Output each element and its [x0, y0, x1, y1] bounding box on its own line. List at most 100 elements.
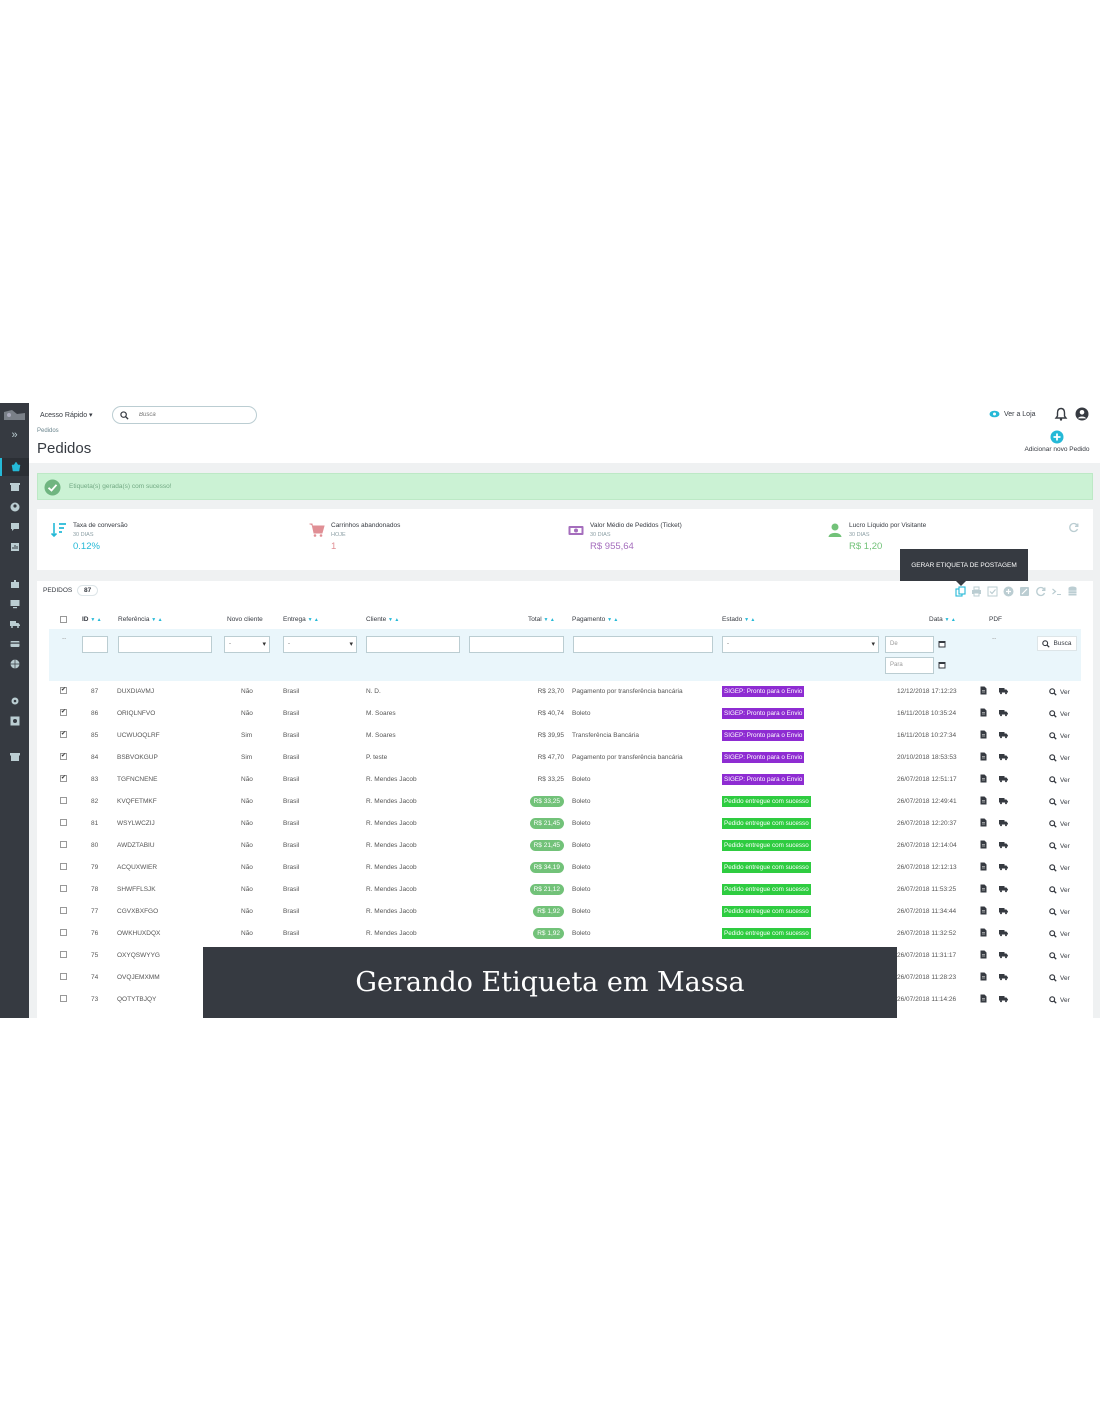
filter-date-to[interactable]: Para	[885, 657, 934, 674]
view-order-button[interactable]: Ver	[1049, 996, 1070, 1004]
advanced-nav-icon[interactable]	[0, 712, 29, 730]
breadcrumb[interactable]: Pedidos	[37, 428, 59, 434]
row-checkbox[interactable]	[60, 907, 67, 914]
row-checkbox[interactable]: ✔	[60, 753, 67, 760]
orders-nav-icon[interactable]	[0, 458, 29, 476]
filter-payment-input[interactable]	[573, 636, 713, 653]
calendar-icon[interactable]	[938, 661, 946, 669]
user-icon[interactable]	[1075, 407, 1089, 421]
filter-search-button[interactable]: Busca	[1037, 636, 1077, 651]
add-circle-icon[interactable]	[1003, 586, 1014, 597]
table-row[interactable]: 76 OWKHUXDQX Não Brasil R. Mendes Jacob R$ 1,…	[49, 923, 1081, 945]
view-order-button[interactable]: Ver	[1049, 930, 1070, 938]
invoice-pdf-icon[interactable]	[979, 862, 988, 871]
view-order-button[interactable]: Ver	[1049, 710, 1070, 718]
col-state[interactable]: Estado ▼ ▲	[722, 616, 755, 623]
table-row[interactable]: 73 QOTYTBJQY 26/07/2018 11:14:26 Ver	[49, 989, 1081, 1011]
order-state-badge[interactable]: Pedido entregue com sucesso	[722, 906, 811, 917]
filter-state-select[interactable]: -	[722, 636, 879, 653]
row-checkbox[interactable]	[60, 797, 67, 804]
table-row[interactable]: ✔ 87 DUXDIAVMJ Não Brasil N. D. R$ 23,70 Pagame…	[49, 681, 1081, 703]
delivery-slip-truck-icon[interactable]	[999, 950, 1008, 959]
col-id[interactable]: ID ▼ ▲	[82, 616, 102, 623]
row-checkbox[interactable]	[60, 841, 67, 848]
customers-nav-icon[interactable]	[0, 498, 29, 516]
order-state-badge[interactable]: Pedido entregue com sucesso	[722, 884, 811, 895]
table-row[interactable]: ✔ 86 ORIQLNFVO Não Brasil M. Soares R$ 40,74 Bo…	[49, 703, 1081, 725]
table-row[interactable]: 82 KVQFETMKF Não Brasil R. Mendes Jacob R$ 33…	[49, 791, 1081, 813]
table-row[interactable]: ✔ 84 BSBVOKGUP Sim Brasil P. teste R$ 47,70 Pag…	[49, 747, 1081, 769]
table-row[interactable]: 77 CGVXBXFGO Não Brasil R. Mendes Jacob R$ 1,…	[49, 901, 1081, 923]
order-state-badge[interactable]: SIGEP: Pronto para o Envio	[722, 752, 805, 763]
database-icon[interactable]	[1067, 586, 1078, 597]
table-row[interactable]: ✔ 83 TGFNCNENE Não Brasil R. Mendes Jacob R$ 3…	[49, 769, 1081, 791]
filter-delivery-select[interactable]: -	[283, 636, 357, 653]
delivery-slip-truck-icon[interactable]	[999, 686, 1008, 695]
row-checkbox[interactable]	[60, 995, 67, 1002]
sql-terminal-icon[interactable]	[1051, 586, 1062, 597]
row-checkbox[interactable]	[60, 863, 67, 870]
search-box[interactable]	[112, 406, 257, 424]
invoice-pdf-icon[interactable]	[979, 950, 988, 959]
col-reference[interactable]: Referência ▼ ▲	[118, 616, 163, 623]
view-order-button[interactable]: Ver	[1049, 974, 1070, 982]
invoice-pdf-icon[interactable]	[979, 752, 988, 761]
col-total[interactable]: Total ▼ ▲	[528, 616, 555, 623]
stats-nav-icon[interactable]	[0, 538, 29, 556]
row-checkbox[interactable]	[60, 929, 67, 936]
bell-icon[interactable]	[1054, 407, 1068, 421]
filter-id-input[interactable]	[82, 636, 108, 653]
row-checkbox[interactable]	[60, 973, 67, 980]
filter-new-client-select[interactable]: -	[224, 636, 270, 653]
row-checkbox[interactable]	[60, 885, 67, 892]
delivery-slip-truck-icon[interactable]	[999, 884, 1008, 893]
payment-nav-icon[interactable]	[0, 635, 29, 653]
invoice-pdf-icon[interactable]	[979, 928, 988, 937]
delivery-slip-truck-icon[interactable]	[999, 796, 1008, 805]
view-order-button[interactable]: Ver	[1049, 776, 1070, 784]
modules-nav-icon[interactable]	[0, 575, 29, 593]
order-state-badge[interactable]: SIGEP: Pronto para o Envio	[722, 708, 805, 719]
delivery-slip-truck-icon[interactable]	[999, 774, 1008, 783]
table-row[interactable]: 80 AWDZTABIU Não Brasil R. Mendes Jacob R$ 21…	[49, 835, 1081, 857]
sort-arrows-icon[interactable]: ▼ ▲	[90, 617, 102, 623]
view-order-button[interactable]: Ver	[1049, 886, 1070, 894]
row-checkbox[interactable]: ✔	[60, 687, 67, 694]
select-all-checkbox[interactable]	[60, 616, 67, 623]
delivery-slip-truck-icon[interactable]	[999, 972, 1008, 981]
delivery-slip-truck-icon[interactable]	[999, 840, 1008, 849]
view-order-button[interactable]: Ver	[1049, 688, 1070, 696]
col-delivery[interactable]: Entrega ▼ ▲	[283, 616, 319, 623]
refresh-icon[interactable]	[1068, 522, 1079, 533]
invoice-pdf-icon[interactable]	[979, 884, 988, 893]
invoice-pdf-icon[interactable]	[979, 686, 988, 695]
filter-date-from[interactable]: De	[885, 636, 934, 653]
calendar-icon[interactable]	[938, 640, 946, 648]
sort-arrows-icon[interactable]: ▼ ▲	[151, 617, 163, 623]
invoice-pdf-icon[interactable]	[979, 796, 988, 805]
filter-reference-input[interactable]	[118, 636, 212, 653]
invoice-pdf-icon[interactable]	[979, 818, 988, 827]
messages-nav-icon[interactable]	[0, 518, 29, 536]
shipping-nav-icon[interactable]	[0, 615, 29, 633]
collapse-icon[interactable]: »	[11, 429, 18, 441]
sort-arrows-icon[interactable]: ▼ ▲	[388, 617, 400, 623]
sort-arrows-icon[interactable]: ▼ ▲	[607, 617, 619, 623]
catalog-nav-icon[interactable]	[0, 478, 29, 496]
view-order-button[interactable]: Ver	[1049, 798, 1070, 806]
international-nav-icon[interactable]	[0, 655, 29, 673]
settings-nav-icon[interactable]	[0, 692, 29, 710]
invoice-pdf-icon[interactable]	[979, 708, 988, 717]
order-state-badge[interactable]: SIGEP: Pronto para o Envio	[722, 686, 805, 697]
store-nav-icon[interactable]	[0, 748, 29, 766]
col-payment[interactable]: Pagamento ▼ ▲	[572, 616, 618, 623]
table-row[interactable]: 79 ACQUXWIER Não Brasil R. Mendes Jacob R$ 34…	[49, 857, 1081, 879]
sort-arrows-icon[interactable]: ▼ ▲	[944, 617, 956, 623]
sort-arrows-icon[interactable]: ▼ ▲	[543, 617, 555, 623]
order-state-badge[interactable]: Pedido entregue com sucesso	[722, 818, 811, 829]
refresh-list-icon[interactable]	[1035, 586, 1046, 597]
quick-access-menu[interactable]: Acesso Rápido ▾	[40, 412, 93, 419]
invoice-pdf-icon[interactable]	[979, 840, 988, 849]
delivery-slip-truck-icon[interactable]	[999, 752, 1008, 761]
view-order-button[interactable]: Ver	[1049, 820, 1070, 828]
